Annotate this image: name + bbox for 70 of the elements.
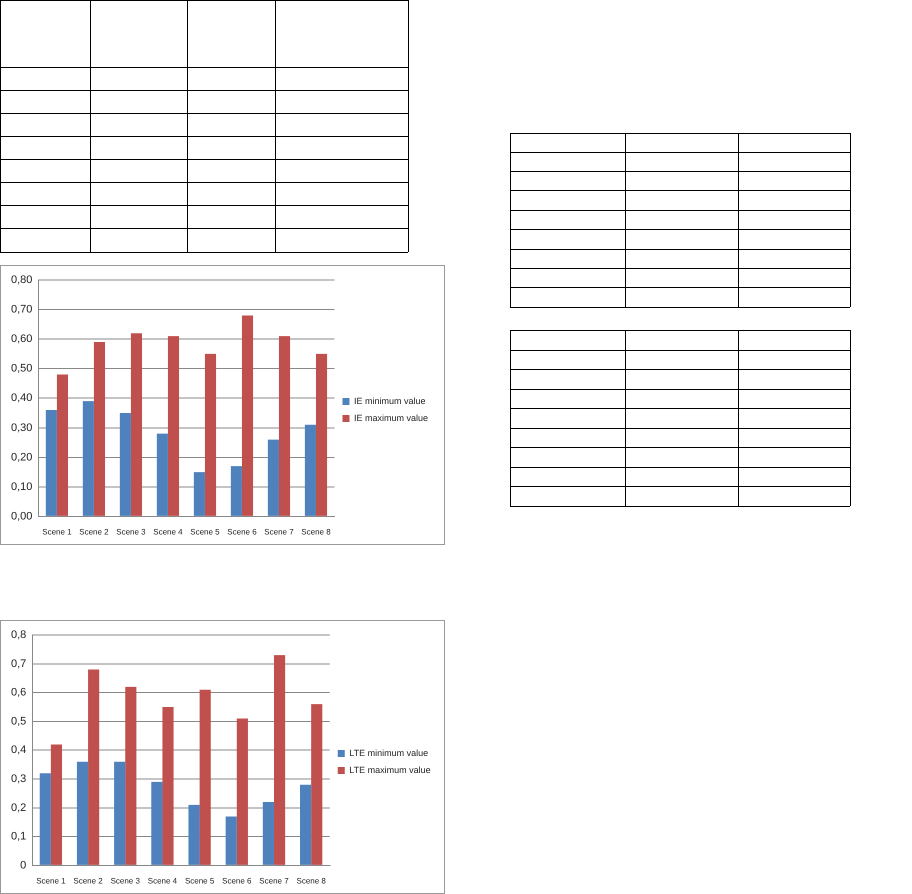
x-tick-label: Scene 2 [73,876,104,886]
bar [242,315,254,516]
bar [226,816,237,865]
bar [311,704,322,865]
x-tick-label: Scene 7 [264,527,294,536]
y-tick-label: 0,7 [10,658,26,670]
x-tick-label: Scene 7 [259,876,290,886]
legend-label: IE minimum value [354,396,426,406]
y-tick-label: 0 [20,859,26,872]
x-tick-label: Scene 3 [110,876,140,886]
y-tick-label: 0,50 [10,362,32,375]
y-tick-label: 0,10 [10,480,32,493]
bar [262,802,274,865]
y-tick-label: 0,00 [10,510,32,522]
bar [236,718,248,865]
y-tick-label: 0,80 [10,274,32,286]
y-tick-label: 0,4 [10,744,26,756]
legend-label: IE maximum value [354,412,428,423]
y-tick-label: 0,5 [10,715,26,728]
bar [274,655,286,865]
bar [316,354,328,516]
bar [230,466,242,516]
x-tick-label: Scene 1 [42,527,72,536]
y-tick-label: 0,8 [10,629,26,642]
bar [188,804,200,865]
bar [268,440,279,516]
bar [200,690,211,865]
bar [125,686,136,865]
bar [168,336,180,516]
x-tick-label: Scene 2 [79,527,110,536]
bar [194,472,205,516]
bar [76,762,88,865]
y-tick-label: 0,1 [10,830,26,843]
x-tick-label: Scene 4 [153,527,184,536]
y-tick-label: 0,3 [10,773,26,786]
bar [130,333,142,516]
x-tick-label: Scene 5 [190,527,220,536]
bar [278,336,290,516]
bar [300,784,312,865]
legend-label: LTE maximum value [349,764,431,775]
x-tick-label: Scene 1 [36,876,66,886]
bar [204,354,216,516]
bar [156,434,168,516]
x-tick-label: Scene 8 [296,876,326,886]
x-tick-label: Scene 8 [301,527,332,536]
x-tick-label: Scene 6 [222,876,252,886]
bar [114,762,126,865]
y-tick-label: 0,20 [10,451,32,464]
y-tick-label: 0,2 [10,802,26,814]
bar [151,782,162,865]
bar [162,707,174,865]
y-tick-label: 0,60 [10,333,32,346]
bar [88,670,100,865]
bar [120,412,131,516]
bar [40,773,51,865]
y-tick-label: 0,6 [10,686,26,699]
x-tick-label: Scene 6 [227,527,258,536]
y-tick-label: 0,70 [10,304,32,316]
bar [82,401,94,516]
y-tick-label: 0,40 [10,392,32,404]
bar [46,410,57,516]
bar [94,342,106,516]
legend-label: LTE minimum value [349,748,428,758]
bar [56,374,68,516]
y-tick-label: 0,30 [10,422,32,434]
bar [50,744,62,865]
x-tick-label: Scene 3 [116,527,146,536]
x-tick-label: Scene 5 [184,876,215,886]
x-tick-label: Scene 4 [148,876,178,886]
bar [304,424,316,516]
